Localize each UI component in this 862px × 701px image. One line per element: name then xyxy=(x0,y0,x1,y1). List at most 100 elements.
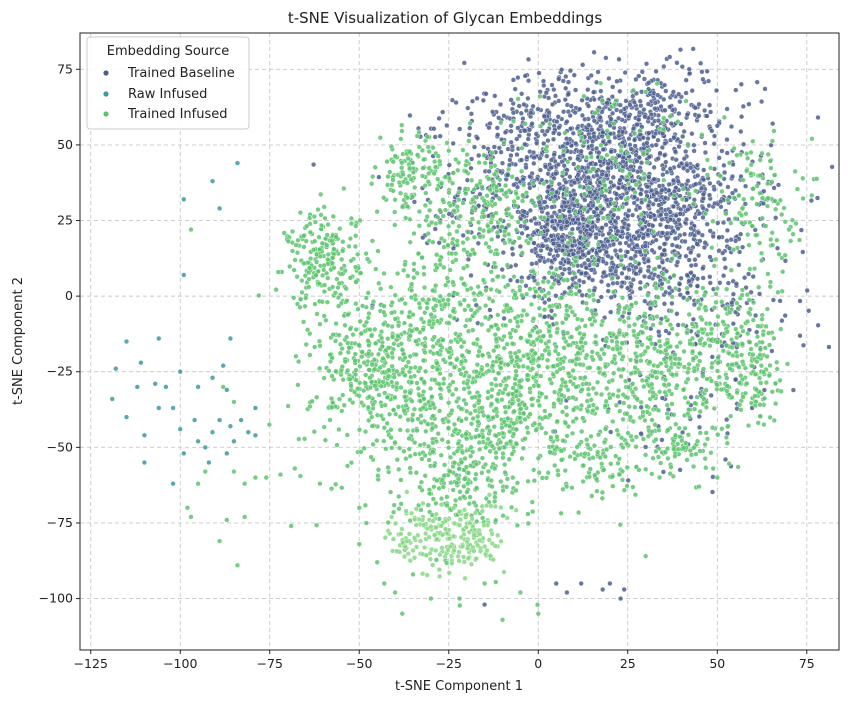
scatter-point-trained-infused xyxy=(407,239,413,245)
scatter-point-trained-baseline xyxy=(449,97,456,103)
scatter-point-trained-infused xyxy=(460,147,466,153)
scatter-point-trained-infused xyxy=(594,379,601,385)
scatter-point-trained-infused xyxy=(417,365,423,371)
scatter-point-trained-infused xyxy=(477,290,483,296)
scatter-point-trained-infused xyxy=(557,214,563,220)
scatter-point-trained-baseline xyxy=(632,253,638,259)
scatter-point-trained-baseline xyxy=(679,160,685,167)
scatter-point-trained-infused xyxy=(421,271,427,277)
scatter-point-trained-infused xyxy=(395,333,401,339)
scatter-point-trained-baseline xyxy=(698,60,704,66)
scatter-point-trained-baseline xyxy=(774,245,781,251)
scatter-point-trained-infused xyxy=(314,394,320,400)
scatter-point-trained-baseline xyxy=(706,102,713,108)
scatter-point-trained-baseline xyxy=(691,142,697,148)
scatter-point-trained-infused xyxy=(647,359,653,365)
scatter-point-trained-infused xyxy=(412,451,418,457)
scatter-point-trained-infused xyxy=(399,296,405,302)
scatter-point-trained-baseline xyxy=(411,199,418,205)
scatter-point-trained-infused xyxy=(669,401,675,407)
scatter-point-trained-baseline xyxy=(407,112,413,119)
scatter-point-trained-infused xyxy=(618,262,624,268)
scatter-point-trained-infused xyxy=(611,370,617,376)
scatter-point-trained-infused xyxy=(411,230,417,237)
scatter-point-trained-baseline xyxy=(733,281,740,287)
scatter-point-trained-baseline xyxy=(659,131,666,137)
scatter-point-trained-infused xyxy=(495,312,501,318)
scatter-point-trained-infused xyxy=(315,207,321,213)
scatter-point-trained-baseline xyxy=(736,262,742,268)
scatter-point-trained-baseline xyxy=(563,85,569,91)
scatter-point-trained-infused xyxy=(341,186,347,192)
scatter-point-trained-infused xyxy=(440,417,446,423)
scatter-point-trained-infused xyxy=(321,375,327,381)
scatter-point-trained-infused xyxy=(564,412,570,418)
scatter-point-trained-infused xyxy=(376,280,382,286)
scatter-point-trained-baseline xyxy=(659,252,665,258)
scatter-point-trained-infused xyxy=(661,356,667,363)
scatter-point-trained-infused xyxy=(359,354,365,360)
scatter-point-trained-baseline xyxy=(617,177,623,183)
scatter-point-trained-infused xyxy=(426,297,432,303)
scatter-point-trained-infused xyxy=(409,398,415,404)
scatter-point-trained-baseline xyxy=(548,157,555,163)
scatter-point-trained-infused xyxy=(348,215,355,222)
scatter-point-trained-baseline xyxy=(595,298,601,304)
scatter-point-trained-infused xyxy=(470,415,476,422)
scatter-point-trained-infused xyxy=(371,357,378,363)
scatter-point-trained-baseline xyxy=(585,174,592,181)
scatter-point-trained-infused xyxy=(652,266,658,272)
scatter-point-trained-baseline xyxy=(450,140,456,147)
scatter-point-trained-infused xyxy=(353,367,359,373)
scatter-point-trained-infused xyxy=(714,382,720,388)
scatter-point-trained-baseline xyxy=(549,214,555,220)
scatter-point-trained-infused xyxy=(392,209,398,215)
scatter-point-trained-infused xyxy=(355,306,361,312)
scatter-point-trained-infused xyxy=(418,316,425,322)
scatter-point-trained-baseline xyxy=(589,277,596,283)
scatter-point-trained-infused xyxy=(489,236,495,243)
scatter-point-trained-baseline xyxy=(517,243,524,250)
scatter-point-trained-infused xyxy=(769,389,775,395)
scatter-point-trained-infused xyxy=(381,309,387,315)
scatter-point-trained-baseline xyxy=(782,313,788,319)
scatter-point-trained-infused xyxy=(700,373,706,379)
scatter-point-trained-baseline xyxy=(664,236,670,242)
scatter-point-trained-baseline xyxy=(529,121,535,127)
scatter-point-trained-baseline xyxy=(691,302,698,308)
scatter-point-trained-infused xyxy=(366,310,372,317)
scatter-point-trained-baseline xyxy=(598,294,604,300)
scatter-point-trained-baseline xyxy=(684,290,691,296)
scatter-point-trained-infused xyxy=(375,467,382,473)
scatter-point-trained-baseline xyxy=(468,272,474,279)
scatter-point-trained-baseline xyxy=(550,240,557,247)
scatter-point-trained-infused xyxy=(708,378,715,384)
scatter-point-trained-baseline xyxy=(699,69,705,75)
scatter-point-trained-baseline xyxy=(605,282,611,288)
scatter-point-trained-baseline xyxy=(533,221,539,227)
scatter-point-trained-infused xyxy=(701,292,707,299)
scatter-point-trained-baseline xyxy=(678,275,684,281)
scatter-point-trained-infused xyxy=(538,338,544,344)
scatter-point-trained-infused xyxy=(657,320,664,326)
scatter-point-trained-infused xyxy=(599,318,606,324)
scatter-point-trained-baseline xyxy=(608,148,614,155)
scatter-point-trained-infused xyxy=(352,372,359,378)
scatter-point-trained-infused xyxy=(356,393,362,399)
scatter-point-trained-infused xyxy=(481,207,487,214)
scatter-point-trained-infused xyxy=(625,384,632,390)
scatter-point-trained-infused xyxy=(559,320,566,326)
scatter-point-trained-infused xyxy=(436,338,442,344)
scatter-point-trained-infused xyxy=(534,329,541,336)
scatter-point-trained-infused xyxy=(471,186,477,193)
scatter-point-trained-baseline xyxy=(630,277,636,283)
scatter-point-trained-infused xyxy=(378,286,384,292)
scatter-point-trained-infused xyxy=(416,300,422,307)
scatter-point-trained-infused xyxy=(326,368,332,374)
scatter-point-trained-infused xyxy=(466,349,472,355)
scatter-point-trained-infused xyxy=(325,275,331,281)
scatter-point-trained-infused xyxy=(336,280,342,286)
scatter-point-trained-baseline xyxy=(598,88,604,94)
scatter-point-trained-baseline xyxy=(656,329,662,335)
scatter-point-trained-baseline xyxy=(691,197,697,203)
